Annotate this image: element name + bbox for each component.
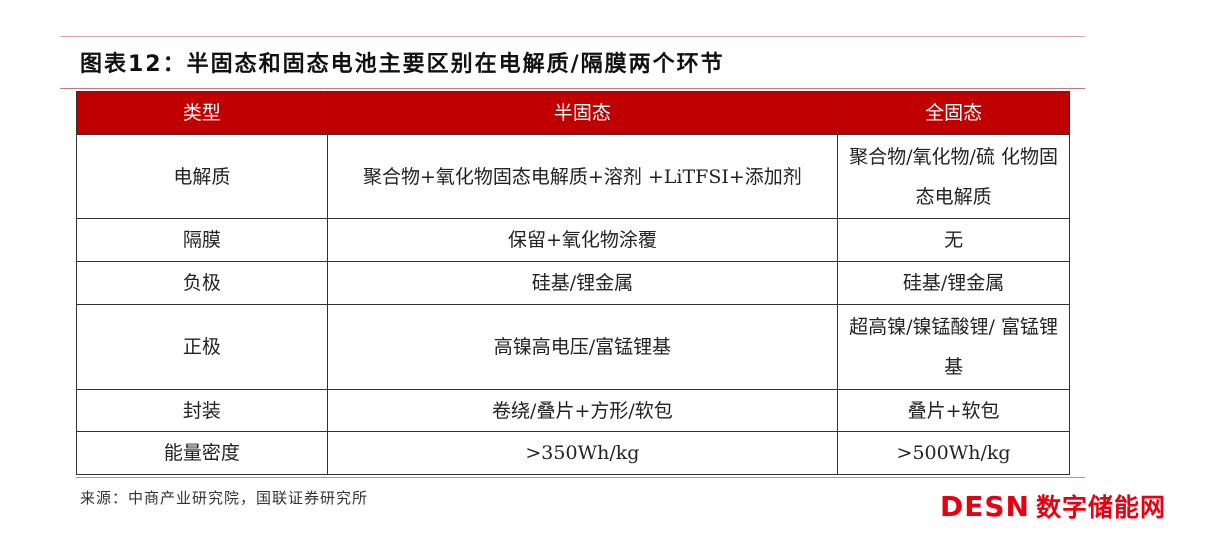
logo-cn: 数字储能网 <box>1035 493 1166 522</box>
bottom-rule <box>76 477 1085 478</box>
table-row: 电解质 聚合物+氧化物固态电解质+溶剂 +LiTFSI+添加剂 聚合物/氧化物/硫 … <box>76 134 1070 219</box>
title-rule <box>60 88 1085 89</box>
figure-title: 图表12：半固态和固态电池主要区别在电解质/隔膜两个环节 <box>80 52 725 77</box>
table-cell: 叠片+软包 <box>837 389 1070 432</box>
table-cell: 负极 <box>76 261 328 305</box>
source-note: 来源：中商产业研究院，国联证券研究所 <box>80 489 369 507</box>
header-semi-solid: 半固态 <box>326 91 839 135</box>
table-row: 隔膜 保留+氧化物涂覆无 <box>76 218 1070 262</box>
top-rule <box>60 36 1085 37</box>
table-cell: 高镍高电压/富锰锂基 <box>326 304 839 390</box>
table-row: 负极 硅基/锂金属 硅基/锂金属 <box>76 261 1070 305</box>
desn-logo: DESN 数字储能网 <box>940 488 1166 524</box>
table-cell: 电解质 <box>76 134 328 219</box>
comparison-table: 类型 半固态 全固态 电解质 聚合物+氧化物固态电解质+溶剂 +LiTFSI+添加… <box>76 91 1070 475</box>
table-cell: 聚合物/氧化物/硫 化物固态电解质 <box>837 134 1070 219</box>
table-cell: 聚合物+氧化物固态电解质+溶剂 +LiTFSI+添加剂 <box>326 134 839 219</box>
table-cell: 硅基/锂金属 <box>837 261 1070 305</box>
header-type: 类型 <box>76 91 328 135</box>
header-row: 类型 半固态 全固态 <box>76 91 1070 135</box>
table-row: 能量密度 >350Wh/kg >500Wh/kg <box>76 431 1070 475</box>
table-cell: 保留+氧化物涂覆 <box>326 218 839 262</box>
table-cell: 隔膜 <box>76 218 328 262</box>
table-cell: 封装 <box>76 389 328 432</box>
table-row: 正极 高镍高电压/富锰锂基 超高镍/镍锰酸锂/ 富锰锂基 <box>76 304 1070 390</box>
table-cell: 能量密度 <box>76 431 328 475</box>
table-cell: 卷绕/叠片+方形/软包 <box>326 389 839 432</box>
table-row: 封装 卷绕/叠片+方形/软包 叠片+软包 <box>76 389 1070 432</box>
header-all-solid: 全固态 <box>837 91 1070 135</box>
table-cell: 正极 <box>76 304 328 390</box>
table-cell: 无 <box>837 218 1070 262</box>
table-cell: >500Wh/kg <box>837 431 1070 475</box>
logo-latin: DESN <box>940 490 1030 523</box>
table-cell: 超高镍/镍锰酸锂/ 富锰锂基 <box>837 304 1070 390</box>
table-cell: >350Wh/kg <box>326 431 839 475</box>
table-cell: 硅基/锂金属 <box>326 261 839 305</box>
